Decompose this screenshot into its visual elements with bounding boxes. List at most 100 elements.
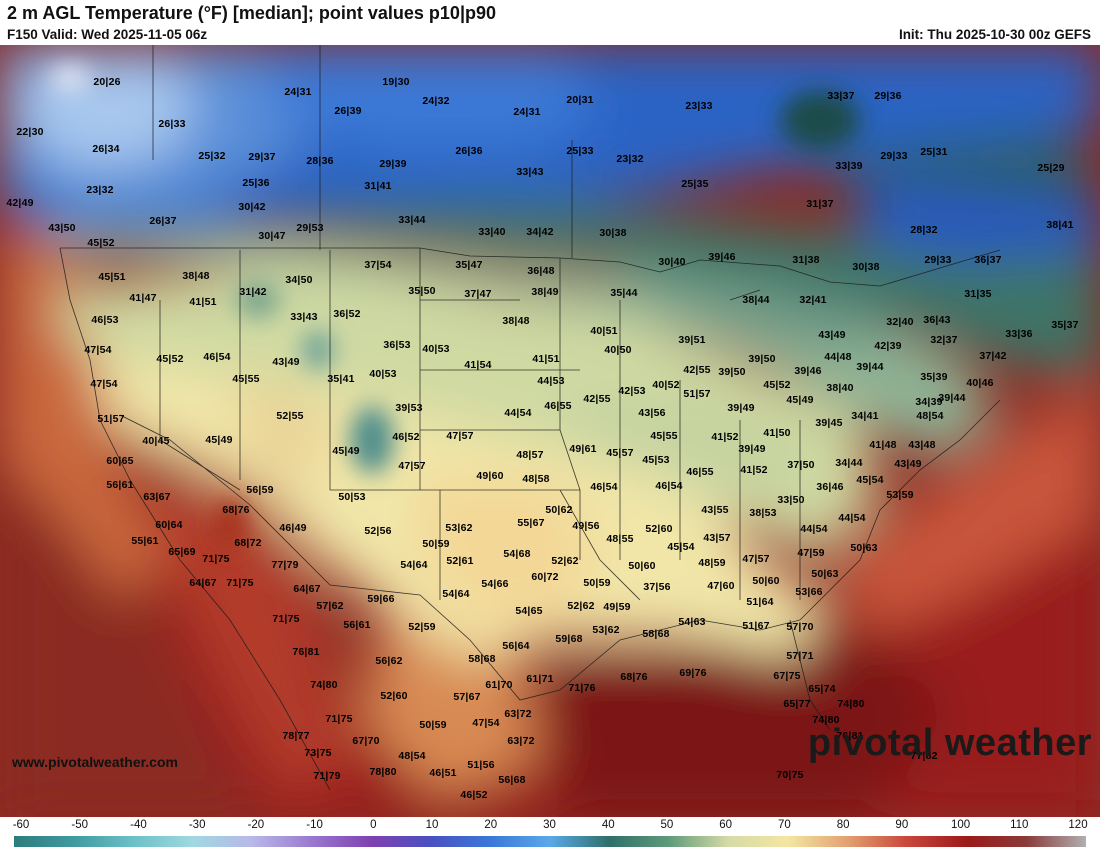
point-value-label: 57|70 <box>786 621 814 633</box>
point-value-label: 45|49 <box>786 394 814 406</box>
colorbar-tick-label: 40 <box>601 819 615 831</box>
point-value-label: 50|59 <box>419 719 447 731</box>
header: 2 m AGL Temperature (°F) [median]; point… <box>0 0 1100 45</box>
point-value-label: 44|54 <box>838 512 866 524</box>
point-value-label: 23|33 <box>685 100 713 112</box>
colorbar-tick-label: -20 <box>247 819 265 831</box>
point-value-label: 35|44 <box>610 287 638 299</box>
point-value-label: 20|26 <box>93 76 121 88</box>
point-value-label: 56|62 <box>375 655 403 667</box>
point-value-label: 53|62 <box>592 624 620 636</box>
point-value-label: 33|36 <box>1005 328 1033 340</box>
point-value-label: 46|53 <box>91 314 119 326</box>
point-value-label: 56|64 <box>502 640 530 652</box>
point-value-label: 46|52 <box>392 431 420 443</box>
point-value-label: 59|68 <box>555 633 583 645</box>
point-value-label: 49|59 <box>603 601 631 613</box>
point-value-label: 45|52 <box>763 379 791 391</box>
point-value-label: 46|55 <box>686 466 714 478</box>
temperature-map <box>0 45 1100 817</box>
point-value-label: 52|60 <box>645 523 673 535</box>
point-value-label: 41|54 <box>464 359 492 371</box>
point-value-label: 44|54 <box>504 407 532 419</box>
point-value-label: 45|55 <box>232 373 260 385</box>
point-value-label: 65|74 <box>808 683 836 695</box>
point-value-label: 46|54 <box>590 481 618 493</box>
point-value-label: 20|31 <box>566 94 594 106</box>
point-value-label: 45|49 <box>205 434 233 446</box>
point-value-label: 46|55 <box>544 400 572 412</box>
point-value-label: 26|36 <box>455 145 483 157</box>
point-value-label: 41|51 <box>532 353 560 365</box>
point-value-label: 36|46 <box>816 481 844 493</box>
point-value-label: 42|55 <box>683 364 711 376</box>
point-value-label: 40|53 <box>369 368 397 380</box>
point-value-label: 34|44 <box>835 457 863 469</box>
point-value-label: 43|57 <box>703 532 731 544</box>
point-value-label: 50|60 <box>752 575 780 587</box>
point-value-label: 47|54 <box>90 378 118 390</box>
point-value-label: 47|54 <box>472 717 500 729</box>
point-value-label: 73|75 <box>304 747 332 759</box>
point-value-label: 41|47 <box>129 292 157 304</box>
point-value-label: 33|50 <box>777 494 805 506</box>
point-value-label: 24|32 <box>422 95 450 107</box>
point-value-label: 50|62 <box>545 504 573 516</box>
point-value-label: 29|53 <box>296 222 324 234</box>
point-value-label: 33|44 <box>398 214 426 226</box>
point-value-label: 39|44 <box>856 361 884 373</box>
point-value-label: 52|55 <box>276 410 304 422</box>
point-value-label: 26|33 <box>158 118 186 130</box>
point-value-label: 38|44 <box>742 294 770 306</box>
point-value-label: 64|67 <box>293 583 321 595</box>
point-value-label: 45|54 <box>667 541 695 553</box>
point-value-label: 44|48 <box>824 351 852 363</box>
point-value-label: 50|53 <box>338 491 366 503</box>
colorbar-tick-label: 0 <box>370 819 377 831</box>
point-value-label: 56|61 <box>106 479 134 491</box>
point-value-label: 37|54 <box>364 259 392 271</box>
valid-time: F150 Valid: Wed 2025-11-05 06z <box>7 27 208 42</box>
point-value-label: 58|68 <box>468 653 496 665</box>
point-value-label: 74|80 <box>837 698 865 710</box>
point-value-label: 60|72 <box>531 571 559 583</box>
point-value-label: 76|81 <box>292 646 320 658</box>
point-value-label: 55|61 <box>131 535 159 547</box>
point-value-label: 34|41 <box>851 410 879 422</box>
colorbar-ticks: -60 -50 -40 -30 -20 -10 0 10 20 30 40 50 60 70 80 90 100… <box>0 819 1100 833</box>
point-value-label: 39|45 <box>815 417 843 429</box>
point-value-label: 39|49 <box>727 402 755 414</box>
point-value-label: 58|68 <box>642 628 670 640</box>
point-value-label: 52|61 <box>446 555 474 567</box>
point-value-label: 44|54 <box>800 523 828 535</box>
point-value-label: 68|76 <box>620 671 648 683</box>
point-value-label: 68|72 <box>234 537 262 549</box>
colorbar-tick-label: -30 <box>188 819 206 831</box>
point-value-label: 60|64 <box>155 519 183 531</box>
point-value-label: 45|53 <box>642 454 670 466</box>
point-value-label: 34|42 <box>526 226 554 238</box>
point-value-label: 45|55 <box>650 430 678 442</box>
point-value-label: 45|54 <box>856 474 884 486</box>
point-value-label: 41|48 <box>869 439 897 451</box>
point-value-label: 41|52 <box>711 431 739 443</box>
init-time: Init: Thu 2025-10-30 00z GEFS <box>898 27 1091 42</box>
point-value-label: 63|72 <box>504 708 532 720</box>
point-value-label: 30|40 <box>658 256 686 268</box>
point-value-label: 47|57 <box>446 430 474 442</box>
point-value-label: 68|76 <box>222 504 250 516</box>
point-value-label: 45|52 <box>156 353 184 365</box>
point-value-label: 38|41 <box>1046 219 1074 231</box>
point-value-label: 37|47 <box>464 288 492 300</box>
point-value-label: 43|50 <box>48 222 76 234</box>
point-value-label: 30|47 <box>258 230 286 242</box>
point-value-label: 71|75 <box>202 553 230 565</box>
point-value-label: 24|31 <box>284 86 312 98</box>
point-value-label: 30|38 <box>852 261 880 273</box>
point-value-label: 57|71 <box>786 650 814 662</box>
colorbar-tick-label: 80 <box>836 819 850 831</box>
point-value-label: 43|48 <box>908 439 936 451</box>
point-value-label: 41|52 <box>740 464 768 476</box>
point-value-label: 40|45 <box>142 435 170 447</box>
point-value-label: 44|53 <box>537 375 565 387</box>
